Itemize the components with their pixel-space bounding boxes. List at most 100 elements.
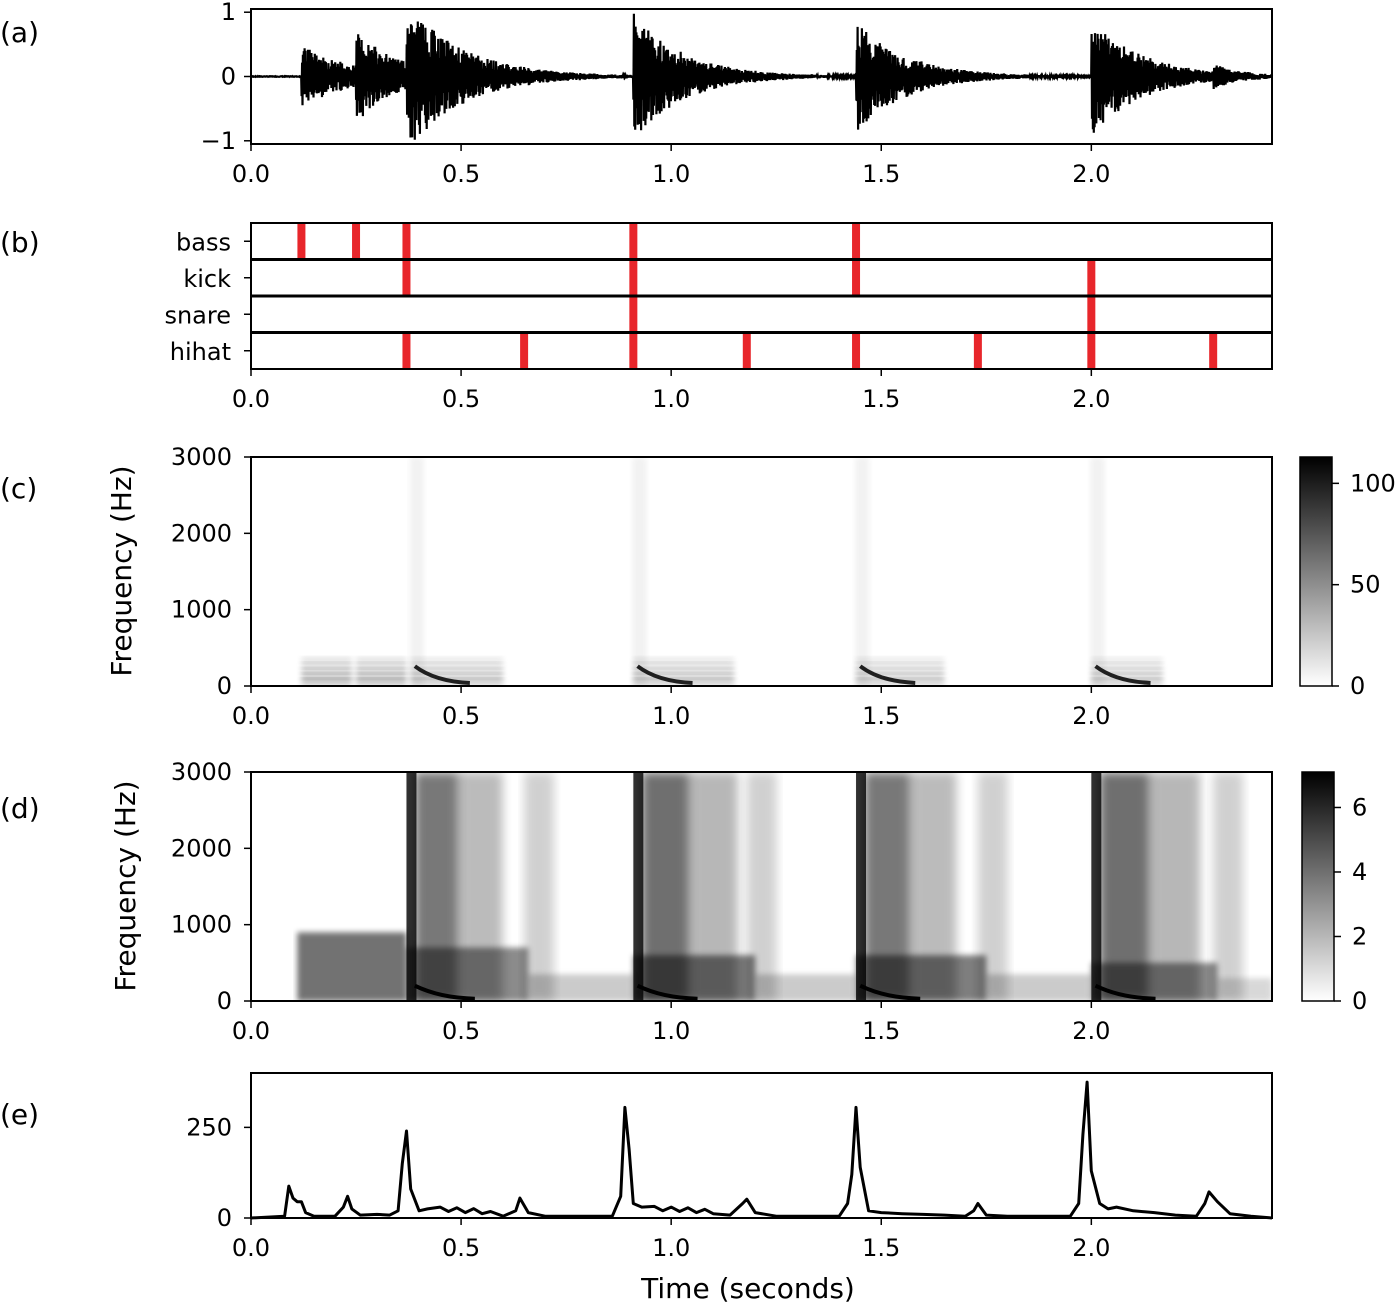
spectrogram-linear-y-ticks: 3000 2000 1000 0 — [171, 443, 251, 700]
harmonic-band — [856, 657, 945, 664]
novelty-line — [250, 1080, 1273, 1220]
row-label-hihat: hihat — [170, 338, 231, 366]
silence-region — [251, 772, 294, 1001]
harmonic-band — [356, 673, 407, 680]
waveform-y-ticks: 1 0 −1 — [201, 0, 251, 155]
drum-row-separators — [251, 258, 1272, 334]
onset-curve — [636, 983, 698, 1001]
onset-marker-kick — [629, 260, 638, 295]
spectral-streak — [632, 457, 647, 686]
x-tick-label: 1.5 — [862, 1017, 900, 1045]
harmonic-band — [856, 673, 945, 680]
row-label-snare: snare — [164, 301, 231, 329]
x-tick-label: 0.5 — [442, 1234, 480, 1262]
harmonic-band — [356, 667, 407, 674]
drum-row-labels: bass kick snare hihat — [164, 228, 251, 366]
harmonic-band — [633, 657, 735, 664]
x-tick-label: 0.0 — [232, 1234, 270, 1262]
harmonic-band — [301, 657, 352, 664]
panel-label-a: (a) — [0, 16, 39, 49]
hihat-band — [1213, 772, 1244, 1001]
colorbar-tick-label: 0 — [1350, 672, 1365, 700]
colorbar-log-ticks: 6 4 2 0 — [1334, 793, 1367, 1015]
x-tick-label: 1.0 — [652, 385, 690, 413]
onset-marker-kick — [402, 260, 411, 295]
x-tick-label: 0.0 — [232, 702, 270, 730]
harmonic-band — [356, 662, 407, 669]
spectrogram-log-image — [251, 772, 1272, 1001]
low-frequency-block — [633, 955, 756, 1001]
x-tick-label: 1.5 — [862, 1234, 900, 1262]
harmonic-band — [356, 657, 407, 664]
harmonic-band — [356, 678, 407, 685]
low-frequency-block — [1217, 978, 1272, 1001]
x-tick-label: 0.5 — [442, 702, 480, 730]
colorbar-tick-label: 2 — [1352, 922, 1367, 950]
spectrogram-bg — [251, 457, 1272, 686]
spectral-streak — [855, 457, 870, 686]
low-frequency-block — [406, 947, 529, 1001]
waveform-series — [250, 13, 1274, 140]
novelty-frame — [250, 1072, 1273, 1219]
spectrogram-log-frame — [250, 771, 1273, 1002]
harmonic-band — [1091, 657, 1163, 664]
low-frequency-block — [856, 955, 987, 1001]
panel-label-d: (d) — [0, 792, 40, 825]
onset-marker-snare — [629, 297, 638, 332]
onset-marker-hihat — [520, 333, 529, 368]
onset-marker-bass — [352, 224, 361, 259]
harmonic-band — [410, 657, 504, 664]
novelty-y-ticks: 250 0 — [186, 1113, 251, 1232]
low-frequency-block — [297, 932, 407, 1001]
onset-marker-kick — [1087, 260, 1096, 295]
onset-marker-hihat — [973, 333, 982, 368]
colorbar-tick-label: 100 — [1350, 469, 1396, 497]
x-tick-label: 2.0 — [1072, 385, 1110, 413]
onset-marker-bass — [402, 224, 411, 259]
x-tick-label: 2.0 — [1072, 1234, 1110, 1262]
x-tick-label: 0.0 — [232, 385, 270, 413]
low-frequency-block — [528, 974, 634, 1001]
x-tick-label: 2.0 — [1072, 160, 1110, 188]
colorbar-tick-label: 50 — [1350, 571, 1381, 599]
panel-label-b: (b) — [0, 226, 40, 259]
onset-marker-bass — [852, 224, 861, 259]
onset-band-edge — [1091, 772, 1102, 1001]
novelty-panel: 0.0 0.5 1.0 1.5 2.0 250 0 Time (seconds) — [186, 1072, 1273, 1305]
harmonic-band — [633, 667, 735, 674]
onset-band-edge — [406, 772, 417, 1001]
harmonic-band — [1091, 662, 1163, 669]
onset-marker-snare — [1087, 297, 1096, 332]
waveform-x-ticks: 0.0 0.5 1.0 1.5 2.0 — [232, 144, 1110, 188]
colorbar-tick-label: 0 — [1352, 987, 1367, 1015]
spectrogram-linear-image — [251, 457, 1272, 686]
row-label-kick: kick — [183, 265, 231, 293]
harmonic-band — [1091, 667, 1163, 674]
drum-onset-events — [297, 224, 1218, 368]
onset-curve — [859, 983, 921, 1001]
onset-marker-hihat — [852, 333, 861, 368]
x-tick-label: 0.5 — [442, 160, 480, 188]
x-tick-label: 1.0 — [652, 702, 690, 730]
x-tick-label: 1.5 — [862, 160, 900, 188]
x-tick-label: 1.5 — [862, 385, 900, 413]
onset-curve — [413, 664, 470, 685]
spectrogram-linear-ylabel: Frequency (Hz) — [105, 465, 138, 676]
y-tick-label: 250 — [186, 1113, 232, 1141]
x-tick-label: 1.0 — [652, 1017, 690, 1045]
spectrogram-log-ylabel: Frequency (Hz) — [109, 780, 142, 991]
panel-label-e: (e) — [0, 1098, 39, 1131]
y-tick-label: 0 — [217, 672, 232, 700]
y-tick-label: −1 — [201, 127, 236, 155]
x-tick-label: 1.0 — [652, 160, 690, 188]
spectral-streak — [1090, 457, 1105, 686]
low-frequency-block — [755, 974, 857, 1001]
x-tick-label: 2.0 — [1072, 702, 1110, 730]
y-tick-label: 3000 — [171, 758, 232, 786]
x-tick-label: 1.0 — [652, 1234, 690, 1262]
x-tick-label: 0.5 — [442, 1017, 480, 1045]
onset-marker-hihat — [402, 333, 411, 368]
y-tick-label: 2000 — [171, 834, 232, 862]
harmonic-band — [410, 673, 504, 680]
